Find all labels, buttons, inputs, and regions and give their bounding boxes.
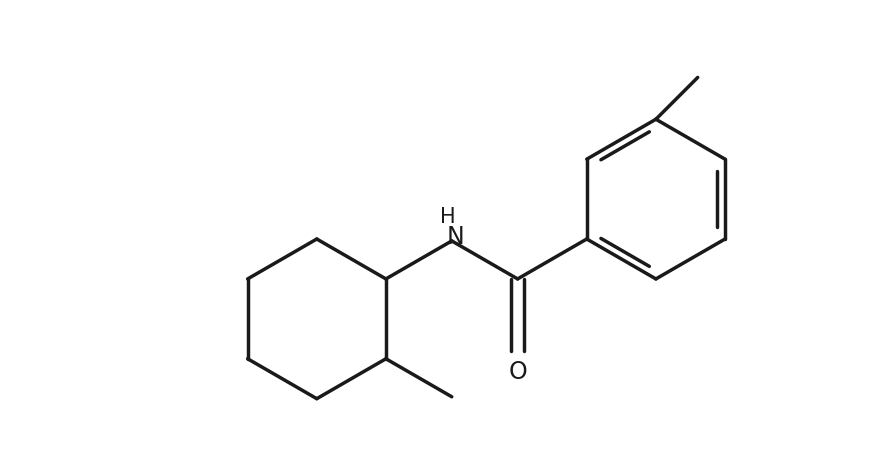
Text: O: O — [509, 360, 527, 385]
Text: H: H — [440, 207, 455, 227]
Text: N: N — [447, 225, 464, 249]
